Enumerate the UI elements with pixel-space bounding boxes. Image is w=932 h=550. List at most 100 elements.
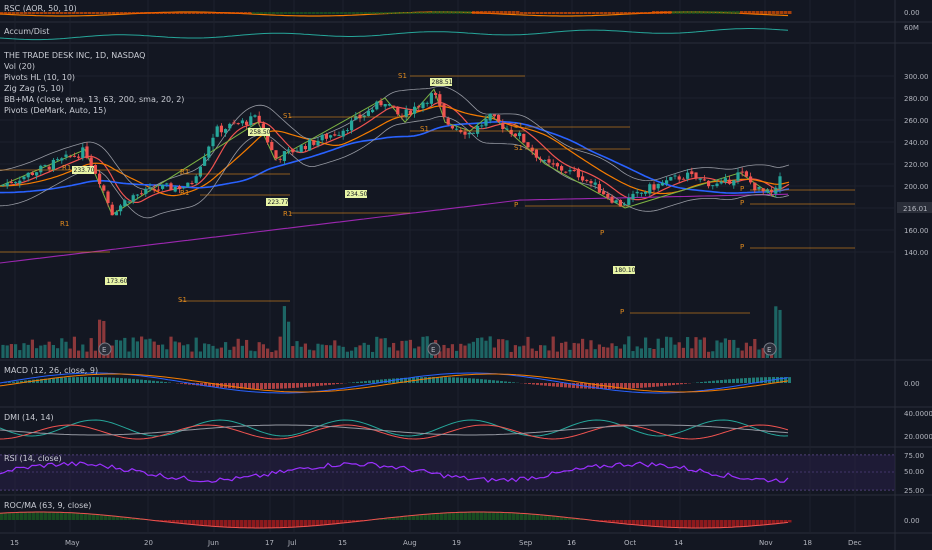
candle-body [127, 201, 131, 203]
volume-bar [761, 348, 765, 358]
candle-body [606, 193, 610, 198]
candle-body [375, 101, 379, 110]
volume-bar [320, 344, 324, 358]
volume-bar [513, 345, 517, 358]
rsc-bar [644, 12, 648, 14]
candle-body [308, 139, 312, 151]
rsc-bar [352, 12, 356, 14]
candle-body [211, 137, 215, 147]
rsc-bar [548, 12, 552, 14]
candle-body [593, 182, 597, 185]
macd-histogram [152, 380, 155, 383]
candle-body [723, 178, 727, 182]
candle-body [681, 178, 685, 180]
time-tick: Aug [403, 539, 417, 547]
macd-histogram [488, 379, 491, 383]
volume-bar [22, 343, 26, 358]
zigzag-line [0, 88, 776, 216]
candle-body [400, 115, 404, 117]
macd-histogram [428, 377, 431, 383]
candle-body [228, 123, 232, 129]
macd-histogram [144, 380, 147, 383]
macd-histogram [88, 377, 91, 383]
volume-bar [261, 344, 265, 358]
macd-histogram [420, 377, 423, 383]
roc-bar [536, 514, 540, 520]
rsc-bar [732, 11, 736, 14]
rsc-bar [24, 12, 28, 14]
macd-histogram [504, 381, 507, 383]
macd-histogram [400, 377, 403, 383]
candle-body [165, 183, 169, 185]
macd-histogram [184, 383, 187, 385]
roc-bar [504, 512, 508, 520]
candle-body [140, 193, 144, 195]
macd-histogram [304, 383, 307, 388]
candle-body [471, 132, 475, 134]
candle-body [707, 180, 711, 187]
macd-histogram [556, 383, 559, 387]
candle-body [1, 184, 5, 186]
candle-body [102, 185, 106, 191]
rsc-bar [684, 11, 688, 14]
rsc-bar [356, 12, 360, 14]
volume-bar [333, 340, 337, 358]
macd-histogram [228, 383, 231, 389]
rsc-bar [568, 12, 572, 14]
candle-body [341, 130, 345, 137]
volume-bar [148, 338, 152, 358]
macd-histogram [84, 377, 87, 383]
macd-histogram [432, 377, 435, 383]
candle-body [30, 172, 34, 175]
macd-histogram [452, 377, 455, 383]
roc-bar [380, 518, 384, 520]
rsc-bar [680, 11, 684, 14]
rsc-bar [492, 11, 496, 14]
macd-histogram [296, 383, 299, 388]
rsc-bar [52, 12, 56, 14]
roc-bar [128, 517, 132, 520]
roc-bar [56, 512, 60, 520]
rsi-tick: 50.00 [904, 468, 924, 476]
candle-body [333, 134, 337, 136]
roc-bar [544, 515, 548, 520]
rsc-bar [160, 12, 164, 14]
volume-bar [98, 319, 102, 358]
roc-bar [264, 520, 268, 528]
macd-histogram [492, 380, 495, 383]
roc-bar [628, 520, 632, 525]
rsc-bar [116, 12, 120, 14]
macd-histogram [472, 378, 475, 383]
roc-bar [776, 520, 780, 524]
macd-histogram [720, 379, 723, 383]
price-tick: 280.00 [904, 95, 929, 103]
rsc-bar [200, 12, 204, 14]
candle-body [715, 183, 719, 187]
volume-bar [358, 345, 362, 358]
candle-body [110, 204, 114, 216]
rsc-bar [80, 12, 84, 14]
macd-histogram [324, 383, 327, 386]
rsc-bar [488, 11, 492, 14]
macd-histogram [124, 378, 127, 383]
volume-bar [543, 345, 547, 358]
rsc-bar [252, 12, 256, 14]
macd-histogram [60, 377, 63, 383]
roc-bar [404, 516, 408, 520]
roc-bar [384, 518, 388, 520]
roc-bar [308, 520, 312, 527]
rsc-bar [584, 12, 588, 14]
rsc-bar [768, 11, 772, 14]
volume-bar [144, 339, 148, 358]
dmi-label: DMI (14, 14) [4, 413, 54, 422]
candle-body [68, 156, 72, 158]
volume-bar [375, 336, 379, 358]
candle-body [497, 114, 501, 122]
macd-histogram [104, 377, 107, 383]
roc-bar [500, 512, 504, 520]
rsc-bar [632, 12, 636, 14]
earnings-marker-label: E [102, 346, 106, 354]
rsc-bar [136, 12, 140, 14]
macd-histogram [320, 383, 323, 386]
